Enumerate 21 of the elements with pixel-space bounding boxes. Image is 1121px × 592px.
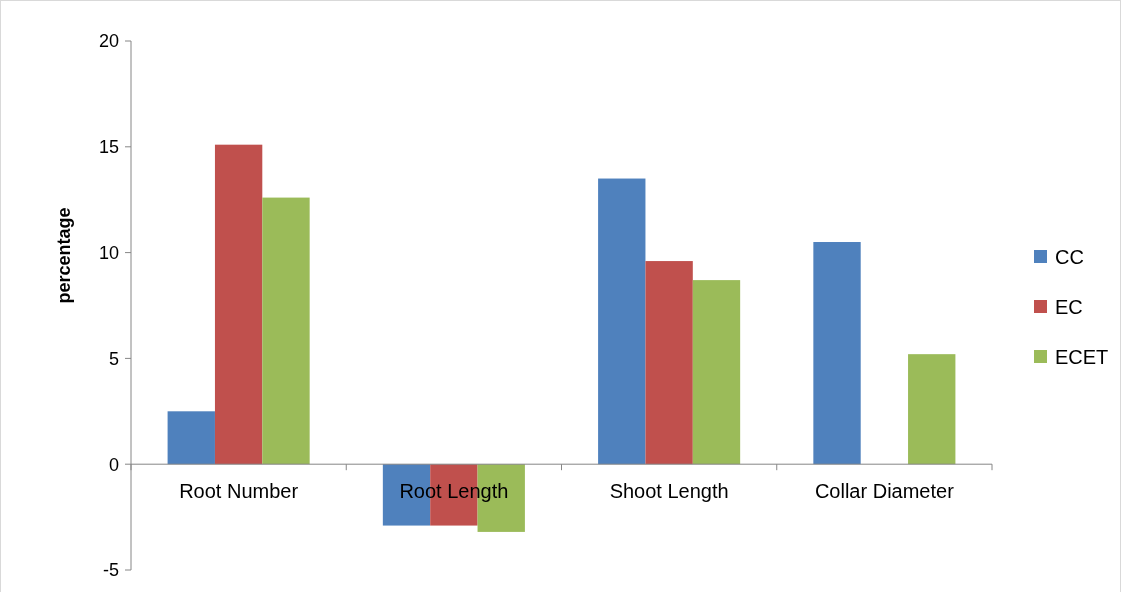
y-tick-label: -5 xyxy=(102,560,119,581)
legend-label: CC xyxy=(1055,246,1084,268)
bar xyxy=(167,411,215,465)
y-tick-label: 5 xyxy=(108,348,119,369)
x-tick-label: Collar Diameter xyxy=(814,480,955,503)
bar xyxy=(262,197,310,465)
legend-label: EC xyxy=(1055,296,1083,318)
x-tick-label: Shoot Length xyxy=(609,480,729,503)
y-tick-label: 10 xyxy=(98,242,119,263)
y-tick-label: 20 xyxy=(98,31,119,52)
y-tick-label: 15 xyxy=(98,137,119,158)
bar xyxy=(645,261,693,465)
legend-label: ECET xyxy=(1055,346,1109,368)
x-tick-label: Root Number xyxy=(179,480,299,503)
bar xyxy=(214,144,263,465)
bar xyxy=(908,354,956,465)
y-tick-label: 0 xyxy=(108,454,119,475)
bar xyxy=(598,178,646,465)
y-axis-title: percentage xyxy=(54,207,74,304)
bar xyxy=(813,242,861,465)
bar xyxy=(692,280,741,465)
